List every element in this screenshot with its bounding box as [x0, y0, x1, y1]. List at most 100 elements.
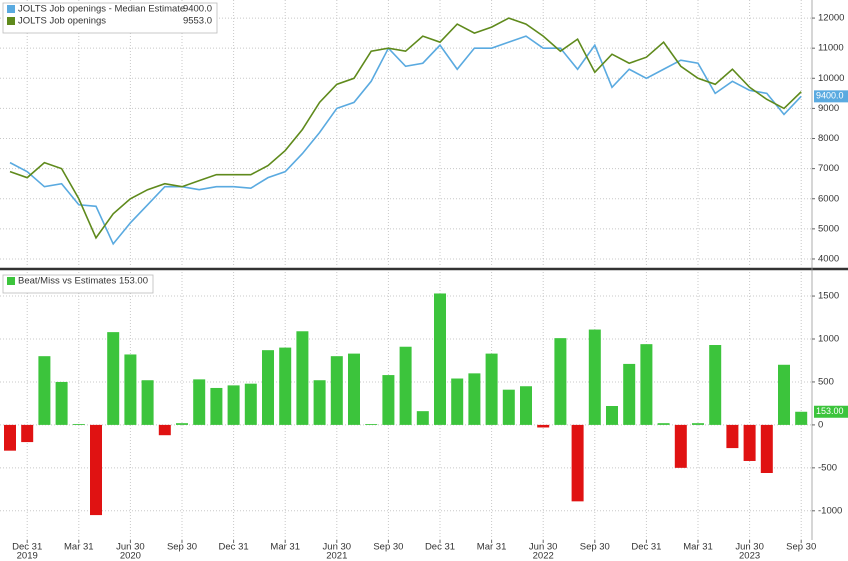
y-tick-label: 8000 — [818, 133, 839, 144]
bar — [502, 389, 515, 425]
bar — [313, 380, 326, 425]
y-tick-label: -500 — [818, 462, 837, 473]
x-year-label: 2019 — [17, 551, 38, 561]
bar — [227, 385, 240, 425]
bar — [382, 375, 395, 425]
y-tick-label: 1500 — [818, 291, 839, 302]
y-tick-label: 4000 — [818, 253, 839, 264]
value-badge — [814, 90, 848, 103]
bar — [743, 424, 756, 461]
x-tick-label: Jun 30 — [116, 542, 145, 553]
bar — [296, 331, 309, 425]
bar — [262, 350, 274, 425]
bar — [4, 424, 16, 451]
y-tick-label: 500 — [818, 376, 834, 387]
x-tick-label: Sep 30 — [373, 542, 403, 553]
x-year-label: 2022 — [533, 551, 554, 561]
bar — [193, 379, 206, 425]
x-tick-label: Dec 31 — [425, 542, 455, 553]
x-tick-label: Dec 31 — [219, 542, 249, 553]
bar — [107, 332, 120, 425]
legend-value: 9553.0 — [183, 16, 212, 27]
bar — [141, 380, 154, 425]
legend-label: Beat/Miss vs Estimates — [18, 276, 116, 287]
bar — [485, 353, 498, 425]
y-tick-label: 1000 — [818, 334, 839, 345]
bar — [451, 378, 464, 425]
y-tick-label: 12000 — [818, 13, 844, 24]
legend-swatch — [7, 17, 15, 25]
x-tick-label: Mar 31 — [64, 542, 94, 553]
bar — [726, 424, 739, 449]
bar — [537, 424, 550, 428]
value-badge-label: 9400.0 — [816, 91, 844, 101]
legend-label: JOLTS Job openings - Median Estimate — [18, 4, 185, 15]
x-tick-label: Sep 30 — [786, 542, 816, 553]
y-tick-label: 7000 — [818, 163, 839, 174]
bar — [38, 356, 51, 425]
bar — [778, 364, 790, 425]
bar — [709, 345, 722, 425]
bar — [21, 424, 34, 443]
bar — [795, 411, 808, 425]
x-tick-label: Jun 30 — [529, 542, 558, 553]
y-tick-label: 10000 — [818, 73, 844, 84]
x-tick-label: Mar 31 — [477, 542, 507, 553]
bar — [90, 424, 102, 516]
value-badge — [814, 405, 848, 418]
x-tick-label: Dec 31 — [631, 542, 661, 553]
legend-value: 153.00 — [119, 276, 148, 287]
bar — [416, 411, 429, 425]
x-tick-label: Jun 30 — [323, 542, 352, 553]
bar — [176, 423, 188, 425]
x-tick-label: Sep 30 — [167, 542, 197, 553]
bar — [640, 344, 653, 425]
legend-label: JOLTS Job openings — [18, 16, 106, 27]
bar — [468, 373, 481, 425]
bar — [348, 353, 360, 425]
bar — [158, 424, 171, 436]
x-year-label: 2021 — [326, 551, 347, 561]
x-year-label: 2020 — [120, 551, 141, 561]
x-tick-label: Dec 31 — [12, 542, 42, 553]
bar — [55, 381, 68, 425]
y-tick-label: 9000 — [818, 103, 839, 114]
x-tick-label: Sep 30 — [580, 542, 610, 553]
bar — [279, 347, 292, 425]
legend-box — [2, 274, 154, 294]
data-line — [9, 17, 802, 240]
bar — [244, 383, 257, 425]
x-year-label: 2023 — [739, 551, 760, 561]
x-tick-label: Mar 31 — [270, 542, 300, 553]
bar — [588, 329, 601, 425]
bar — [399, 346, 412, 425]
bar — [657, 423, 670, 425]
legend-value: 9400.0 — [183, 4, 212, 15]
y-tick-label: 0 — [818, 419, 823, 430]
data-line — [9, 35, 802, 246]
bar — [606, 406, 618, 425]
legend-box — [2, 2, 218, 34]
bar — [571, 424, 584, 502]
y-tick-label: -1000 — [818, 505, 842, 516]
y-tick-label: 11000 — [818, 43, 844, 54]
bar — [124, 354, 137, 425]
bar — [692, 423, 704, 425]
bar — [623, 363, 636, 425]
bar — [760, 424, 773, 473]
x-tick-label: Mar 31 — [683, 542, 713, 553]
bar — [72, 424, 85, 425]
bar — [520, 386, 532, 425]
y-tick-label: 5000 — [818, 223, 839, 234]
bar — [674, 424, 687, 468]
legend-swatch — [7, 5, 15, 13]
x-tick-label: Jun 30 — [735, 542, 764, 553]
bar — [210, 387, 223, 425]
y-tick-label: 6000 — [818, 193, 839, 204]
bar — [554, 338, 567, 425]
value-badge-label: 153.00 — [816, 406, 844, 416]
legend-swatch — [7, 277, 15, 285]
bar — [434, 293, 446, 425]
bar — [365, 424, 378, 425]
